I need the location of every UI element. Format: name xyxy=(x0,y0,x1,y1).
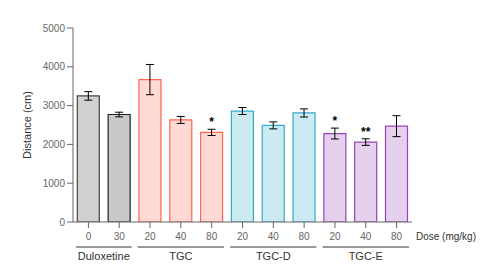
svg-text:40: 40 xyxy=(360,231,372,242)
svg-text:20: 20 xyxy=(237,231,249,242)
svg-text:20: 20 xyxy=(144,231,156,242)
svg-text:*: * xyxy=(209,115,214,129)
svg-text:80: 80 xyxy=(391,231,403,242)
svg-text:Dose (mg/kg): Dose (mg/kg) xyxy=(416,231,476,242)
svg-text:80: 80 xyxy=(206,231,218,242)
svg-text:20: 20 xyxy=(329,231,341,242)
svg-text:5000: 5000 xyxy=(43,23,66,34)
svg-text:3000: 3000 xyxy=(43,100,66,111)
svg-text:Distance (cm): Distance (cm) xyxy=(21,91,33,159)
svg-text:TGC-E: TGC-E xyxy=(349,250,383,262)
svg-text:4000: 4000 xyxy=(43,61,66,72)
svg-text:80: 80 xyxy=(299,231,311,242)
svg-text:40: 40 xyxy=(175,231,187,242)
svg-text:*: * xyxy=(333,114,338,128)
svg-text:2000: 2000 xyxy=(43,139,66,150)
svg-text:0: 0 xyxy=(59,217,65,228)
svg-text:1000: 1000 xyxy=(43,178,66,189)
svg-text:**: ** xyxy=(361,125,371,139)
svg-text:Duloxetine: Duloxetine xyxy=(78,250,130,262)
svg-text:40: 40 xyxy=(268,231,280,242)
svg-text:TGC: TGC xyxy=(169,250,192,262)
svg-text:30: 30 xyxy=(114,231,126,242)
svg-text:0: 0 xyxy=(86,231,92,242)
svg-text:TGC-D: TGC-D xyxy=(256,250,291,262)
